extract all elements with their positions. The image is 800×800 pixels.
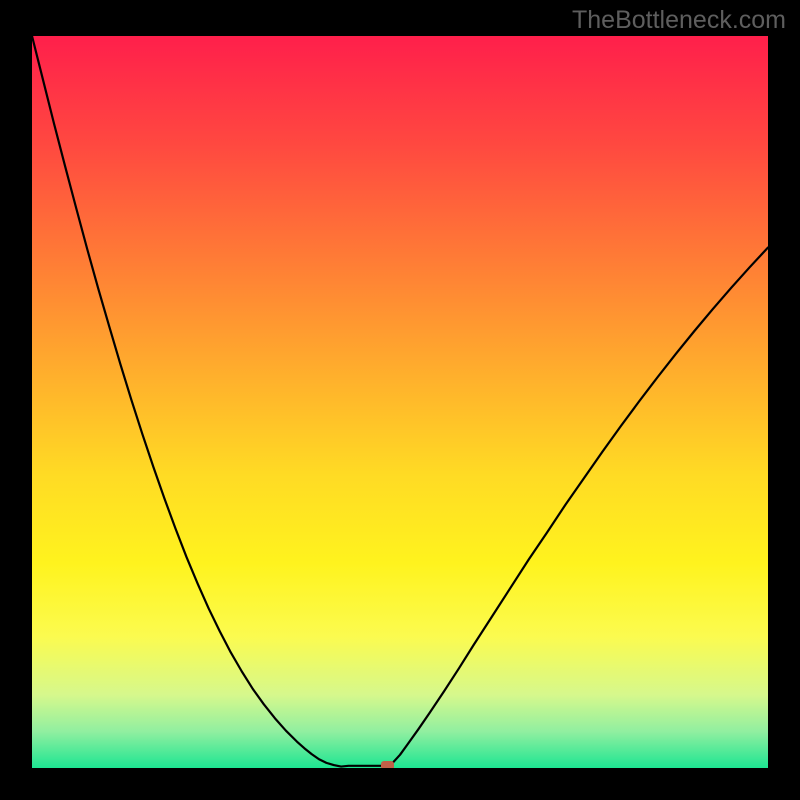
plot-area <box>32 36 768 768</box>
curve-svg <box>32 36 768 768</box>
bottleneck-curve <box>32 36 768 767</box>
watermark-text: TheBottleneck.com <box>572 6 786 35</box>
curve-end-marker <box>381 761 394 768</box>
